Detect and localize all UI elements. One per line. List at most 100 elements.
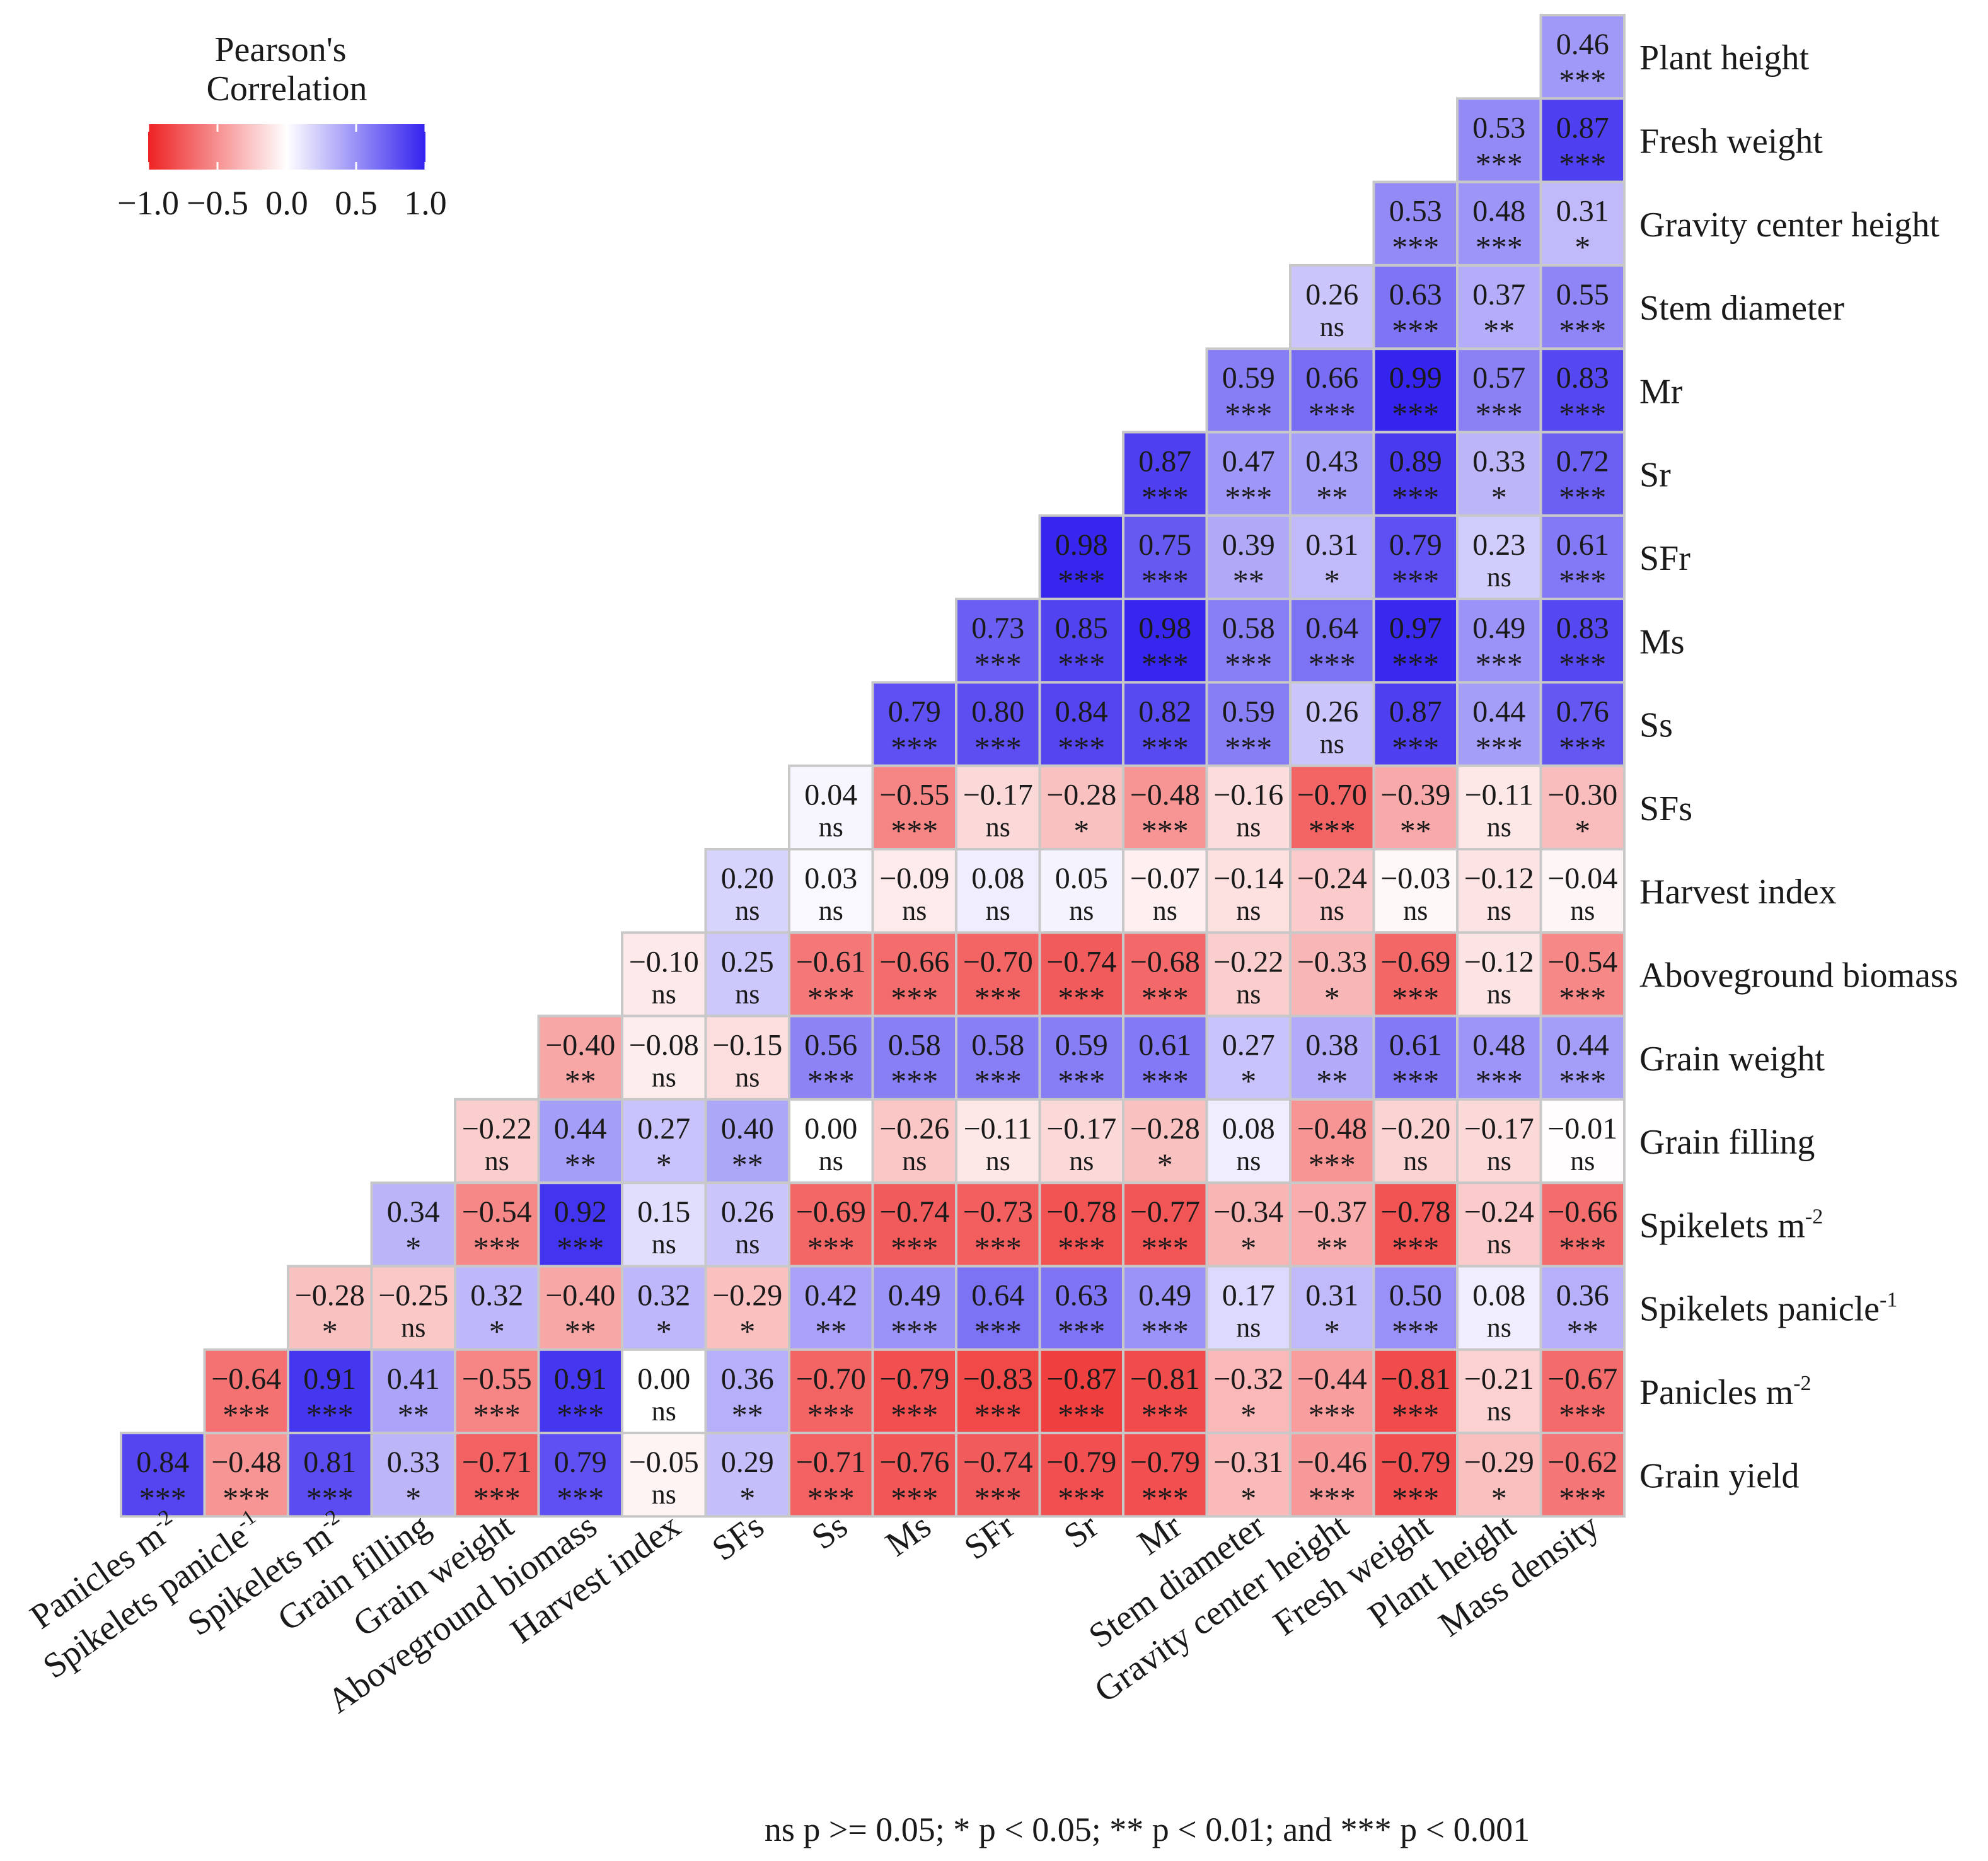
heatmap-cell: 0.87*** (1539, 97, 1626, 183)
cell-fill (871, 1265, 957, 1351)
heatmap-cell: 0.57*** (1456, 347, 1542, 434)
heatmap-cell: −0.68*** (1122, 931, 1208, 1017)
cell-significance: *** (1559, 62, 1606, 98)
cell-fill (1038, 1098, 1124, 1185)
cell-fill (1539, 1181, 1626, 1268)
heatmap-cell: −0.87*** (1038, 1348, 1124, 1435)
cell-value: 0.55 (1556, 278, 1609, 311)
cell-significance: ns (1153, 895, 1177, 926)
heatmap-cell: 0.31* (1289, 1265, 1375, 1351)
cell-fill (1372, 764, 1459, 850)
cell-significance: *** (1559, 396, 1606, 431)
cell-value: 0.85 (1055, 612, 1108, 645)
heatmap-cell: −0.78*** (1372, 1181, 1459, 1268)
cell-significance: ** (1483, 313, 1515, 348)
cell-significance: ns (1570, 1145, 1595, 1176)
cell-significance: ** (732, 1397, 763, 1432)
row-label: Harvest index (1639, 873, 1837, 912)
cell-value: 0.63 (1389, 278, 1442, 311)
cell-fill (1372, 431, 1459, 517)
cell-fill (1456, 1181, 1542, 1268)
heatmap-cell: 0.84*** (1038, 681, 1124, 767)
heatmap-cell: 0.37** (1456, 264, 1542, 351)
cell-value: −0.04 (1547, 862, 1617, 895)
heatmap-cell: 0.50*** (1372, 1265, 1459, 1351)
heatmap-cell: −0.76*** (871, 1432, 957, 1518)
cell-fill (1122, 931, 1208, 1017)
cell-value: 0.58 (971, 1029, 1024, 1062)
heatmap-cell: −0.78*** (1038, 1181, 1124, 1268)
cell-value: −0.73 (963, 1195, 1033, 1229)
heatmap-cell: 0.32* (621, 1265, 707, 1351)
cell-significance: ns (401, 1313, 425, 1343)
heatmap-cell: 0.98*** (1122, 598, 1208, 684)
cell-significance: * (1324, 563, 1340, 598)
cell-value: 0.05 (1055, 862, 1108, 895)
cell-significance: *** (1392, 1480, 1439, 1516)
cell-significance: *** (1225, 646, 1272, 681)
heatmap-cell: −0.67*** (1539, 1348, 1626, 1435)
cell-significance: *** (1392, 1230, 1439, 1265)
cell-significance: ** (565, 1147, 596, 1182)
heatmap-cell: 0.64*** (1289, 598, 1375, 684)
cell-significance: *** (974, 1230, 1022, 1265)
heatmap-cell: 0.98*** (1038, 514, 1124, 601)
heatmap-cell: −0.79*** (1372, 1432, 1459, 1518)
cell-fill (1289, 264, 1375, 351)
heatmap-cell: 0.82*** (1122, 681, 1208, 767)
cell-significance: *** (1141, 1397, 1189, 1432)
cell-fill (788, 1014, 874, 1101)
cell-significance: ns (819, 895, 843, 926)
cell-value: −0.20 (1380, 1112, 1450, 1145)
cell-value: −0.81 (1130, 1362, 1200, 1396)
row-label: Stem diameter (1639, 289, 1844, 328)
heatmap-cell: 0.85*** (1038, 598, 1124, 684)
cell-fill (1372, 347, 1459, 434)
heatmap-cell: 0.43** (1289, 431, 1375, 517)
heatmap-cell: 0.79*** (537, 1432, 623, 1518)
cell-fill (704, 1265, 790, 1351)
cell-significance: ** (1316, 1064, 1348, 1099)
cell-value: 0.48 (1472, 1029, 1525, 1062)
cell-fill (788, 1348, 874, 1435)
cell-significance: ns (1320, 728, 1344, 759)
cell-significance: ns (1403, 1145, 1428, 1176)
heatmap-cell: 0.36** (1539, 1265, 1626, 1351)
cell-value: 0.91 (303, 1362, 356, 1396)
cell-fill (788, 764, 874, 850)
cell-value: 0.32 (637, 1279, 690, 1313)
cell-value: −0.48 (1130, 779, 1200, 812)
cell-significance: ns (735, 1062, 760, 1093)
heatmap-cell: −0.69*** (788, 1181, 874, 1268)
cell-significance: *** (1058, 646, 1105, 681)
cell-significance: * (1240, 1397, 1256, 1432)
cell-fill (1539, 431, 1626, 517)
cell-significance: *** (807, 1230, 855, 1265)
cell-significance: *** (1559, 1064, 1606, 1099)
cell-value: −0.15 (712, 1029, 782, 1062)
cell-significance: *** (1476, 229, 1523, 265)
cell-value: 0.49 (1138, 1279, 1191, 1313)
heatmap-cell: −0.77*** (1122, 1181, 1208, 1268)
cell-significance: *** (974, 729, 1022, 765)
cell-significance: *** (1392, 563, 1439, 598)
cell-significance: ns (735, 978, 760, 1009)
cell-significance: *** (1141, 813, 1189, 849)
row-label: Ms (1639, 622, 1685, 661)
cell-value: −0.26 (879, 1112, 949, 1145)
heatmap-cell: 0.34* (370, 1181, 456, 1268)
row-label: Aboveground biomass (1639, 956, 1958, 995)
cell-fill (287, 1432, 373, 1518)
cell-value: 0.61 (1556, 528, 1609, 562)
heatmap-cell: −0.44*** (1289, 1348, 1375, 1435)
cell-significance: *** (1225, 396, 1272, 431)
cell-fill (1205, 514, 1292, 601)
cell-value: 0.83 (1556, 361, 1609, 395)
cell-significance: *** (1309, 1147, 1356, 1182)
cell-value: −0.40 (545, 1279, 615, 1313)
